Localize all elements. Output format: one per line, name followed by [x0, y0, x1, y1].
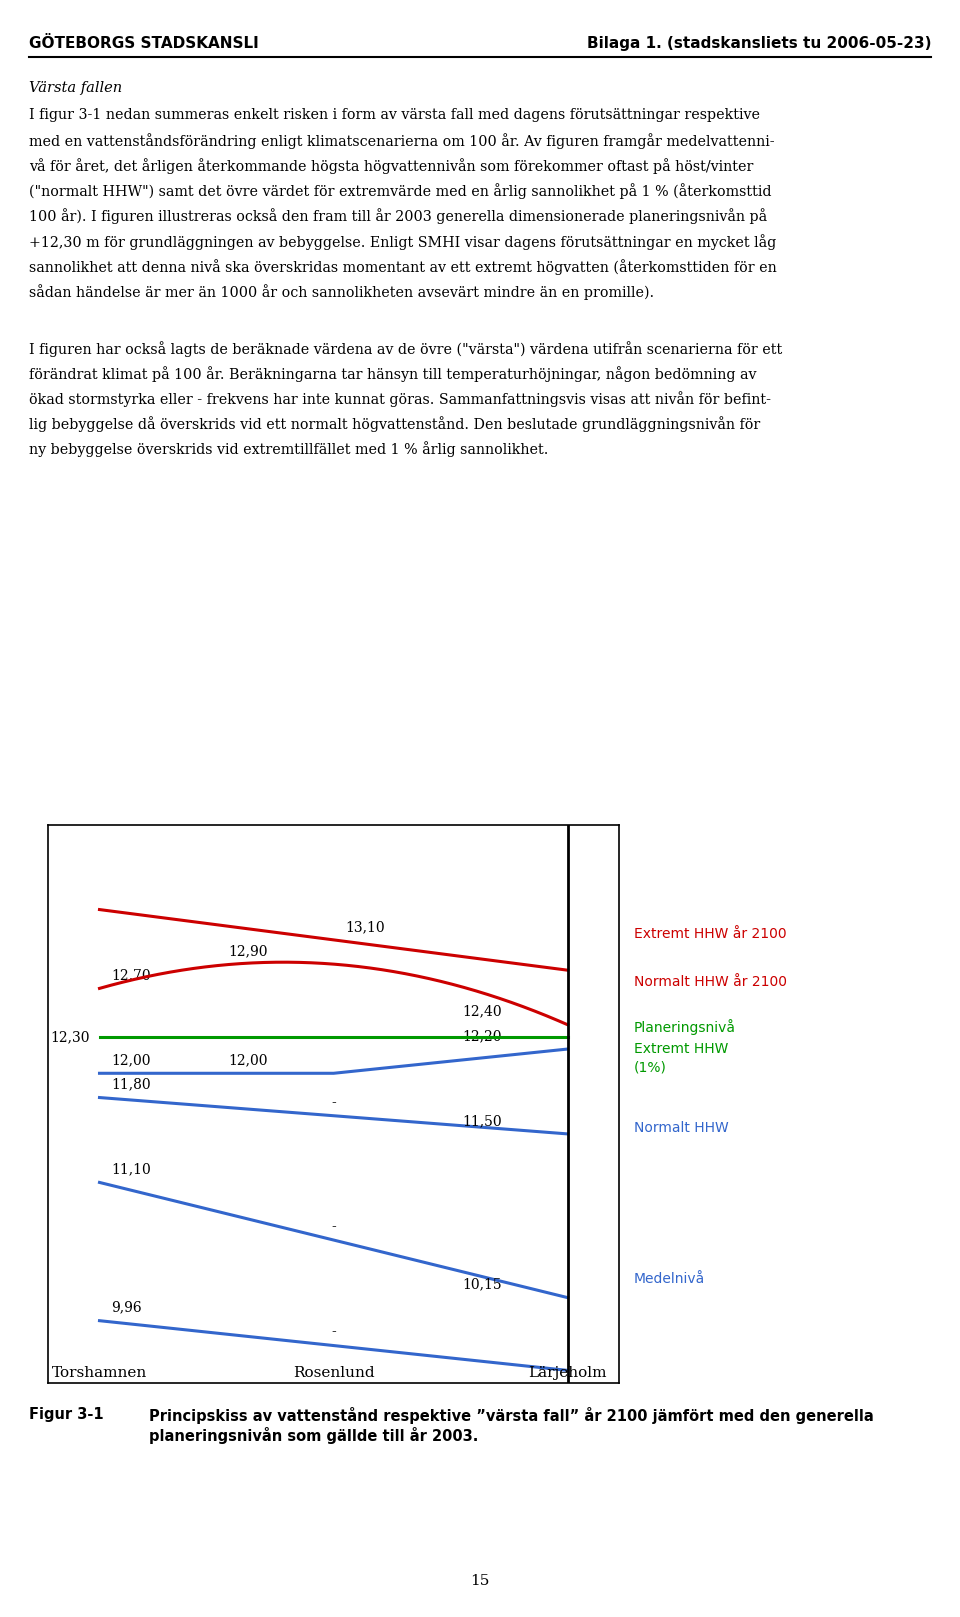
Text: 12,00: 12,00: [228, 1053, 268, 1067]
Text: -: -: [331, 1096, 336, 1109]
Text: 13,10: 13,10: [346, 920, 385, 935]
Text: -: -: [331, 1219, 336, 1234]
Text: Principskiss av vattenstånd respektive ”värsta fall” år 2100 jämfört med den gen: Principskiss av vattenstånd respektive ”…: [149, 1407, 874, 1444]
Text: ny bebyggelse överskrids vid extremtillfället med 1 % årlig sannolikhet.: ny bebyggelse överskrids vid extremtillf…: [29, 441, 548, 458]
Text: ökad stormstyrka eller - frekvens har inte kunnat göras. Sammanfattningsvis visa: ökad stormstyrka eller - frekvens har in…: [29, 391, 771, 407]
Text: Normalt HHW år 2100: Normalt HHW år 2100: [634, 975, 786, 990]
Text: +12,30 m för grundläggningen av bebyggelse. Enligt SMHI visar dagens förutsättni: +12,30 m för grundläggningen av bebyggel…: [29, 233, 776, 249]
Text: Extremt HHW: Extremt HHW: [634, 1041, 728, 1056]
Text: 12,90: 12,90: [228, 944, 268, 957]
Text: sannolikhet att denna nivå ska överskridas momentant av ett extremt högvatten (å: sannolikhet att denna nivå ska överskrid…: [29, 259, 777, 275]
Text: 12,20: 12,20: [463, 1028, 502, 1043]
Text: 12,00: 12,00: [111, 1053, 151, 1067]
Text: I figur 3-1 nedan summeras enkelt risken i form av värsta fall med dagens föruts: I figur 3-1 nedan summeras enkelt risken…: [29, 108, 759, 123]
Text: I figuren har också lagts de beräknade värdena av de övre ("värsta") värdena uti: I figuren har också lagts de beräknade v…: [29, 341, 782, 357]
Text: Torshamnen: Torshamnen: [52, 1366, 147, 1379]
Text: 100 år). I figuren illustreras också den fram till år 2003 generella dimensioner: 100 år). I figuren illustreras också den…: [29, 209, 767, 225]
Text: GÖTEBORGS STADSKANSLI: GÖTEBORGS STADSKANSLI: [29, 36, 258, 50]
Text: Värsta fallen: Värsta fallen: [29, 81, 122, 95]
Text: lig bebyggelse då överskrids vid ett normalt högvattenstånd. Den beslutade grund: lig bebyggelse då överskrids vid ett nor…: [29, 416, 760, 432]
Text: 11,80: 11,80: [111, 1077, 151, 1091]
Text: sådan händelse är mer än 1000 år och sannolikheten avsevärt mindre än en promill: sådan händelse är mer än 1000 år och san…: [29, 285, 654, 299]
Text: 12,40: 12,40: [463, 1004, 502, 1019]
Text: 15: 15: [470, 1573, 490, 1588]
Text: ("normalt HHW") samt det övre värdet för extremvärde med en årlig sannolikhet på: ("normalt HHW") samt det övre värdet för…: [29, 183, 771, 199]
Text: med en vattenståndsförändring enligt klimatscenarierna om 100 år. Av figuren fra: med en vattenståndsförändring enligt kli…: [29, 133, 775, 149]
Text: -: -: [331, 1326, 336, 1339]
Text: 11,50: 11,50: [463, 1114, 502, 1127]
Text: Rosenlund: Rosenlund: [293, 1366, 374, 1379]
Text: (1%): (1%): [634, 1061, 666, 1074]
Text: 12,70: 12,70: [111, 969, 151, 983]
Text: 11,10: 11,10: [111, 1163, 151, 1176]
Text: Normalt HHW: Normalt HHW: [634, 1121, 729, 1135]
Text: förändrat klimat på 100 år. Beräkningarna tar hänsyn till temperaturhöjningar, n: förändrat klimat på 100 år. Beräkningarn…: [29, 365, 756, 382]
Text: Lärjeholm: Lärjeholm: [528, 1366, 607, 1379]
Text: Figur 3-1: Figur 3-1: [29, 1407, 104, 1421]
Text: Planeringsnivå: Planeringsnivå: [634, 1019, 735, 1035]
Text: Medelnivå: Medelnivå: [634, 1273, 705, 1287]
Text: Extremt HHW år 2100: Extremt HHW år 2100: [634, 927, 786, 941]
Text: 12,30: 12,30: [50, 1030, 90, 1045]
Text: Bilaga 1. (stadskansliets tu 2006-05-23): Bilaga 1. (stadskansliets tu 2006-05-23): [587, 36, 931, 50]
Text: 10,15: 10,15: [463, 1277, 502, 1292]
Text: 9,96: 9,96: [111, 1300, 142, 1315]
Text: vå för året, det årligen återkommande högsta högvattennivån som förekommer oftas: vå för året, det årligen återkommande hö…: [29, 158, 754, 175]
